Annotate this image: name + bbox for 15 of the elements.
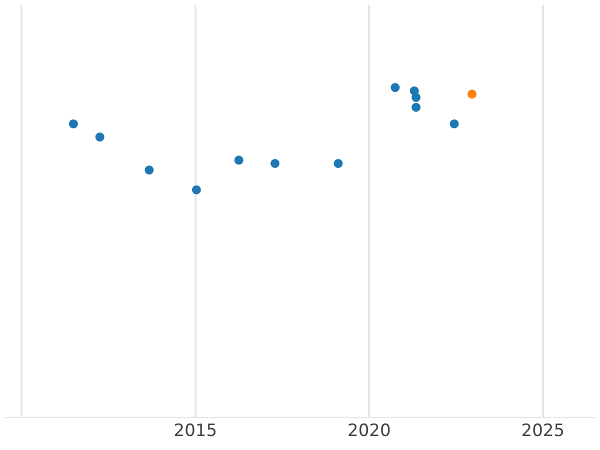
point <box>234 156 244 165</box>
point <box>68 119 78 128</box>
x-tick-label: 2015 <box>174 421 218 442</box>
point <box>467 90 476 99</box>
point <box>95 132 104 142</box>
point <box>192 185 201 194</box>
point <box>390 83 400 92</box>
point <box>412 92 421 102</box>
point <box>450 119 459 128</box>
point <box>334 158 343 168</box>
x-tick-label: 2025 <box>521 421 565 442</box>
x-tick-label: 2020 <box>348 421 391 442</box>
point <box>412 102 421 112</box>
point <box>144 166 154 175</box>
point <box>270 158 280 168</box>
